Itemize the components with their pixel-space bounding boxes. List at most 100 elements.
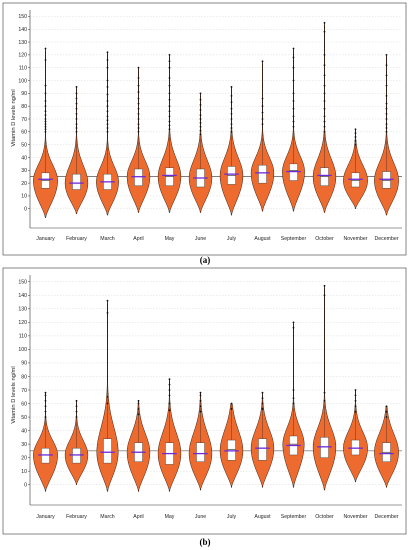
outlier-point	[323, 74, 326, 77]
y-tick-label: 60	[21, 401, 27, 407]
outlier-point	[323, 53, 326, 56]
x-tick-label: January	[36, 236, 55, 242]
outlier-point	[106, 100, 109, 102]
x-tick-label: December	[375, 514, 399, 520]
outlier-point	[230, 127, 233, 129]
panel-a: 0 10 20 30 40 50 60 70 80 90 100 110 120 130 140 150 Jan…	[2, 2, 407, 265]
outlier-point	[323, 30, 326, 33]
outlier-point	[168, 92, 171, 95]
outlier-point	[75, 416, 78, 418]
outlier-point	[168, 394, 171, 397]
outlier-point	[44, 118, 47, 120]
outlier-point	[106, 105, 109, 108]
x-tick-label: November	[344, 514, 368, 520]
outlier-point	[354, 405, 357, 408]
outlier-point	[385, 118, 388, 120]
x-tick-label: March	[100, 514, 115, 520]
y-tick-label: 50	[21, 415, 27, 421]
outlier-point	[168, 77, 171, 79]
outlier-point	[75, 102, 78, 105]
outlier-point	[137, 97, 140, 100]
x-tick-label: April	[133, 514, 143, 520]
outlier-point	[261, 118, 264, 120]
x-tick-label: November	[344, 236, 368, 242]
x-tick-label: July	[227, 236, 237, 242]
outlier-point	[292, 56, 295, 59]
y-tick-label: 80	[21, 374, 27, 380]
outlier-point	[292, 326, 295, 329]
y-tick-label: 30	[21, 442, 27, 448]
outlier-point	[106, 123, 109, 126]
outlier-point	[168, 115, 171, 118]
outlier-point	[385, 130, 388, 133]
outlier-point	[230, 101, 233, 104]
outlier-point	[199, 394, 202, 397]
x-tick-label: May	[165, 236, 175, 242]
outlier-point	[168, 378, 171, 381]
outlier-point	[230, 402, 233, 405]
outlier-point	[44, 125, 47, 128]
outlier-point	[44, 391, 47, 394]
outlier-point	[75, 410, 78, 413]
y-tick-label: 90	[21, 91, 27, 97]
outlier-point	[323, 130, 326, 133]
outlier-point	[323, 284, 326, 287]
outlier-point	[230, 123, 233, 126]
outlier-point	[137, 127, 140, 129]
outlier-point	[261, 391, 264, 394]
x-tick-label: February	[66, 236, 87, 242]
panel-b: 0 10 20 30 40 50 60 70 80 90 100 110 120 130 140 150 Jan…	[2, 267, 407, 547]
outlier-point	[168, 66, 171, 69]
outlier-point	[199, 114, 202, 117]
outlier-point	[199, 399, 202, 402]
box-february	[72, 173, 81, 190]
panel-b-plot: 0 10 20 30 40 50 60 70 80 90 100 110 120 130 140 150 Jan…	[18, 275, 402, 520]
outlier-point	[261, 402, 264, 405]
outlier-point	[385, 102, 388, 105]
outlier-point	[168, 84, 171, 87]
outlier-point	[44, 120, 47, 123]
outlier-point	[323, 391, 326, 394]
outlier-point	[137, 408, 140, 410]
y-tick-label: 70	[21, 388, 27, 394]
outlier-point	[137, 399, 140, 402]
outlier-point	[292, 92, 295, 95]
outlier-point	[230, 86, 233, 88]
outlier-point	[385, 112, 388, 115]
outlier-point	[292, 79, 295, 82]
outlier-point	[354, 389, 357, 391]
y-tick-label: 90	[21, 361, 27, 367]
outlier-point	[44, 394, 47, 397]
outlier-point	[199, 391, 202, 394]
x-tick-label: September	[281, 514, 307, 520]
x-tick-label: September	[281, 236, 307, 242]
outlier-point	[323, 125, 326, 128]
outlier-point	[137, 77, 140, 79]
y-tick-label: 150	[18, 280, 27, 286]
outlier-point	[323, 64, 326, 67]
outlier-point	[137, 413, 140, 416]
x-tick-label: August	[254, 514, 271, 520]
x-tick-label: December	[375, 236, 399, 242]
outlier-point	[261, 123, 264, 126]
y-tick-label: 140	[18, 293, 27, 299]
outlier-point	[323, 115, 326, 118]
box-june	[196, 442, 205, 462]
outlier-point	[230, 118, 233, 120]
outlier-point	[168, 402, 171, 405]
outlier-point	[292, 107, 295, 110]
box-october	[320, 437, 329, 458]
outlier-point	[292, 125, 295, 128]
box-november	[351, 439, 360, 456]
panel-a-plot: 0 10 20 30 40 50 60 70 80 90 100 110 120 130 140 150 Jan…	[18, 10, 402, 242]
outlier-point	[199, 125, 202, 128]
y-tick-label: 130	[18, 307, 27, 313]
outlier-point	[44, 416, 47, 418]
outlier-point	[168, 110, 171, 113]
outlier-point	[168, 124, 171, 127]
y-tick-label: 100	[18, 347, 27, 353]
y-tick-label: 150	[18, 14, 27, 20]
outlier-point	[354, 136, 357, 138]
x-tick-label: April	[133, 236, 143, 242]
